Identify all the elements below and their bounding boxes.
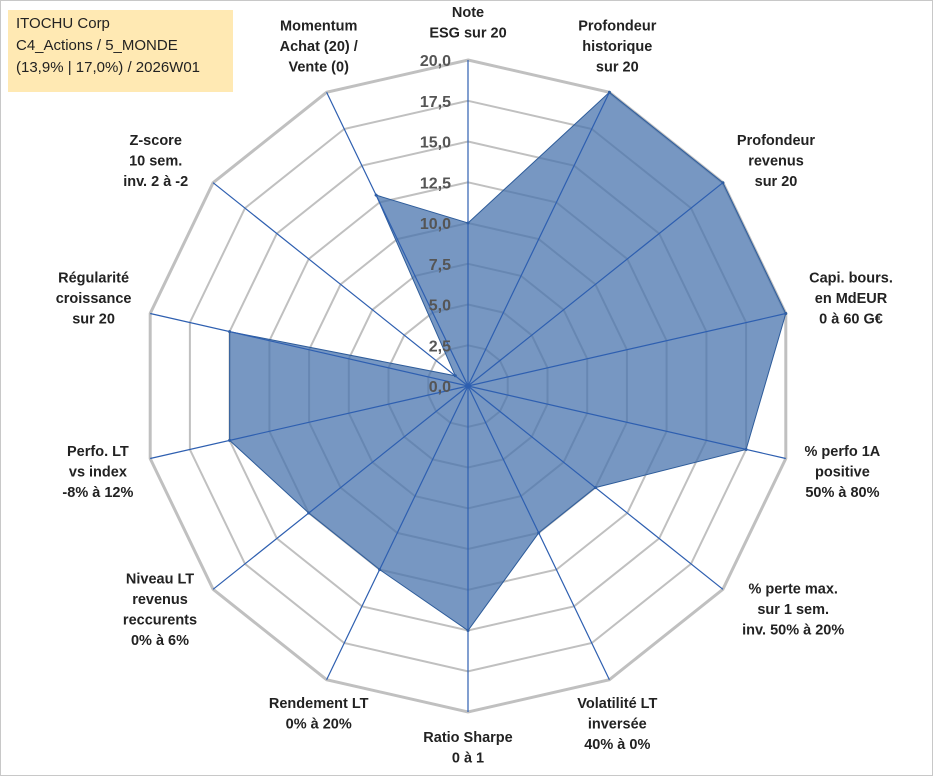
tick-label: 20,0 [420, 53, 451, 70]
axis-label-line: revenus [748, 153, 804, 169]
tick-label: 0,0 [429, 379, 451, 396]
tick-label: 12,5 [420, 175, 451, 192]
axis-label-line: vs index [69, 464, 127, 480]
tick-label: 2,5 [429, 338, 451, 355]
axis-label-line: Profondeur [737, 133, 815, 149]
axis-spoke [326, 385, 469, 680]
axis-label-line: sur 20 [596, 60, 639, 76]
portfolio-stats: (13,9% | 17,0%) / 2026W01 [16, 59, 200, 76]
info-box: ITOCHU Corp C4_Actions / 5_MONDE (13,9% … [8, 10, 233, 92]
tick-label: 17,5 [420, 94, 451, 111]
axis-label: Perfo. LT vs index -8% à 12% [62, 444, 133, 501]
axis-label-line: sur 20 [755, 174, 798, 190]
portfolio-name: C4_Actions / 5_MONDE [16, 37, 178, 54]
series-layer [228, 90, 788, 632]
axis-label-line: % perfo 1A [805, 444, 881, 460]
axis-label-line: 10 sem. [129, 153, 182, 169]
label-layer: Note ESG sur 20 Profondeur historique sur 20… [56, 5, 893, 767]
axis-label-line: revenus [132, 592, 188, 608]
axis-label-line: Profondeur [578, 19, 656, 35]
tick-layer: 0,0 2,5 5,0 7,5 10,0 12,5 15,0 17,5 20,0 [420, 53, 451, 396]
axis-label: Profondeur revenus sur 20 [737, 133, 815, 190]
axis-label: % perte max. sur 1 sem. inv. 50% à 20% [742, 582, 844, 639]
axis-label-line: inv. 50% à 20% [742, 623, 844, 639]
axis-label-line: Capi. bours. [809, 271, 893, 287]
axis-spoke [467, 92, 610, 387]
axis-label-line: inv. 2 à -2 [123, 174, 188, 190]
axis-spoke [467, 385, 786, 460]
axis-label-line: en MdEUR [815, 291, 888, 307]
tick-label: 5,0 [429, 298, 451, 315]
axis-label-line: Achat (20) / [280, 39, 358, 55]
axis-spoke [467, 385, 724, 590]
axis-label-line: Note [452, 5, 484, 21]
axis-spoke [150, 385, 469, 460]
axis-label: Volatilité LT inversée 40% à 0% [577, 696, 657, 753]
axis-spoke [467, 385, 610, 680]
axis-label-line: 0 à 1 [452, 751, 484, 767]
axis-spoke [467, 182, 724, 387]
axis-label-line: 0% à 6% [131, 633, 189, 649]
axis-label: Z-score 10 sem. inv. 2 à -2 [123, 133, 188, 190]
axis-label-line: 50% à 80% [805, 485, 879, 501]
axis-label-line: Perfo. LT [67, 444, 129, 460]
axis-label: Rendement LT 0% à 20% [269, 696, 369, 733]
axis-label: Momentum Achat (20) / Vente (0) [280, 19, 358, 76]
axis-label-line: % perte max. [748, 582, 837, 598]
axis-label: Profondeur historique sur 20 [578, 19, 656, 76]
axis-label-line: Momentum [280, 19, 357, 35]
tick-label: 10,0 [420, 216, 451, 233]
tick-label: 7,5 [429, 257, 451, 274]
axis-label-line: Régularité [58, 271, 129, 287]
axis-label-line: 0% à 20% [286, 716, 352, 732]
axis-label-line: ESG sur 20 [429, 26, 506, 42]
axis-label-line: sur 1 sem. [757, 602, 829, 618]
axis-spoke [212, 182, 469, 387]
axis-label: Ratio Sharpe 0 à 1 [423, 730, 512, 767]
axis-label: Niveau LT revenus reccurents 0% à 6% [123, 572, 197, 650]
axis-label: % perfo 1A positive 50% à 80% [805, 444, 881, 501]
axis-label: Note ESG sur 20 [429, 5, 506, 42]
axis-label-line: Volatilité LT [577, 696, 657, 712]
axis-label-line: Niveau LT [126, 572, 194, 588]
axis-label-line: Rendement LT [269, 696, 369, 712]
axis-label-line: reccurents [123, 613, 197, 629]
tick-label: 15,0 [420, 135, 451, 152]
axis-label: Régularité croissance sur 20 [56, 271, 132, 328]
company-name: ITOCHU Corp [16, 15, 110, 32]
axis-label-line: historique [582, 39, 652, 55]
axis-label-line: Ratio Sharpe [423, 730, 512, 746]
axis-spoke [150, 312, 469, 387]
axis-label-line: Vente (0) [288, 60, 349, 76]
axis-label-line: croissance [56, 291, 132, 307]
spoke-layer [150, 60, 786, 712]
axis-spoke [326, 92, 469, 387]
axis-label-line: positive [815, 464, 870, 480]
axis-label-line: -8% à 12% [62, 485, 133, 501]
axis-label-line: Z-score [130, 133, 182, 149]
axis-label-line: sur 20 [72, 312, 115, 328]
axis-spoke [212, 385, 469, 590]
axis-label-line: 40% à 0% [584, 737, 650, 753]
series-area [229, 91, 787, 632]
axis-label: Capi. bours. en MdEUR 0 à 60 G€ [809, 271, 893, 328]
axis-label-line: inversée [588, 716, 647, 732]
axis-spoke [467, 312, 786, 387]
axis-label-line: 0 à 60 G€ [819, 312, 883, 328]
